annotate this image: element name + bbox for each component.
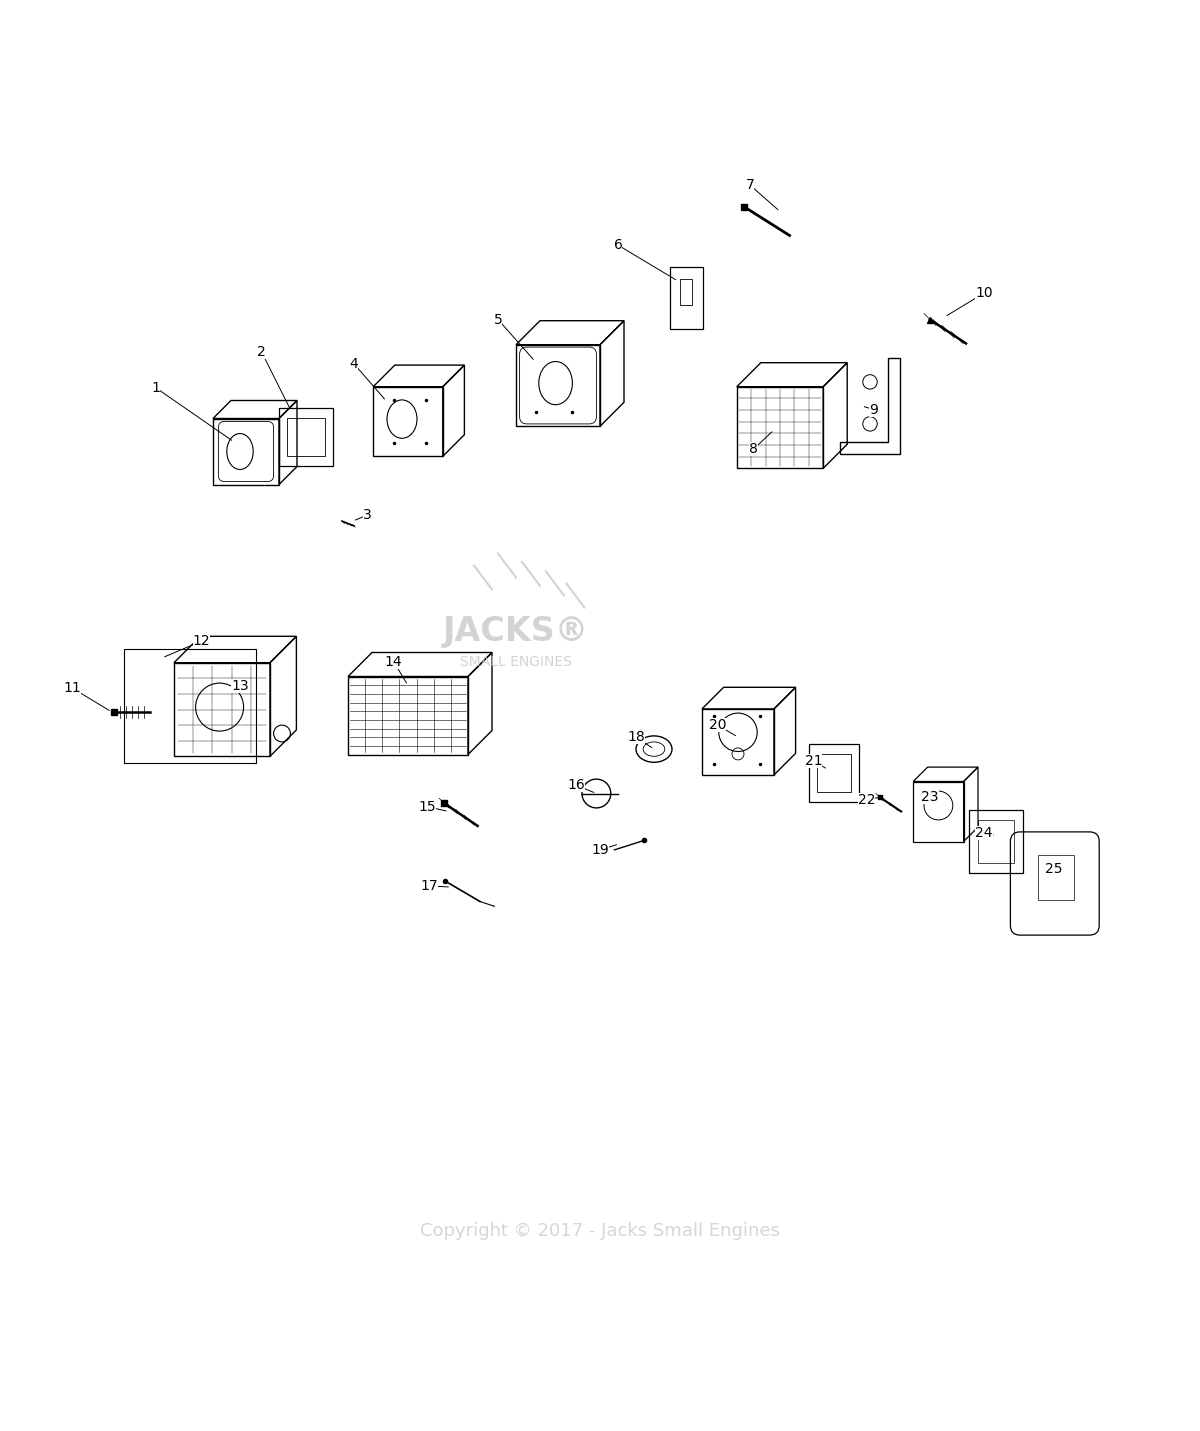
Text: 22: 22 xyxy=(858,793,875,807)
Text: 25: 25 xyxy=(1045,861,1062,876)
Text: 21: 21 xyxy=(805,754,822,768)
Text: 15: 15 xyxy=(419,800,436,814)
Text: 10: 10 xyxy=(976,286,992,301)
Text: 9: 9 xyxy=(869,402,878,416)
Text: 23: 23 xyxy=(922,790,938,804)
Text: 11: 11 xyxy=(64,681,80,695)
Text: 24: 24 xyxy=(976,826,992,840)
Text: 5: 5 xyxy=(493,312,503,326)
Text: 2: 2 xyxy=(257,345,266,359)
Text: 6: 6 xyxy=(613,238,623,252)
Text: 14: 14 xyxy=(385,654,402,668)
Text: 18: 18 xyxy=(628,730,644,744)
Text: 20: 20 xyxy=(709,718,726,733)
Text: SMALL ENGINES: SMALL ENGINES xyxy=(460,654,572,668)
Text: 4: 4 xyxy=(349,356,359,371)
Text: 13: 13 xyxy=(232,678,248,693)
Text: 8: 8 xyxy=(749,442,758,456)
Text: 19: 19 xyxy=(592,843,608,857)
Text: 3: 3 xyxy=(362,508,372,522)
Text: 1: 1 xyxy=(151,381,161,395)
Text: Copyright © 2017 - Jacks Small Engines: Copyright © 2017 - Jacks Small Engines xyxy=(420,1222,780,1241)
Text: 7: 7 xyxy=(745,177,755,192)
Text: 17: 17 xyxy=(421,879,438,893)
Text: 16: 16 xyxy=(568,778,584,793)
Text: 12: 12 xyxy=(193,634,210,648)
Text: JACKS®: JACKS® xyxy=(443,615,589,648)
